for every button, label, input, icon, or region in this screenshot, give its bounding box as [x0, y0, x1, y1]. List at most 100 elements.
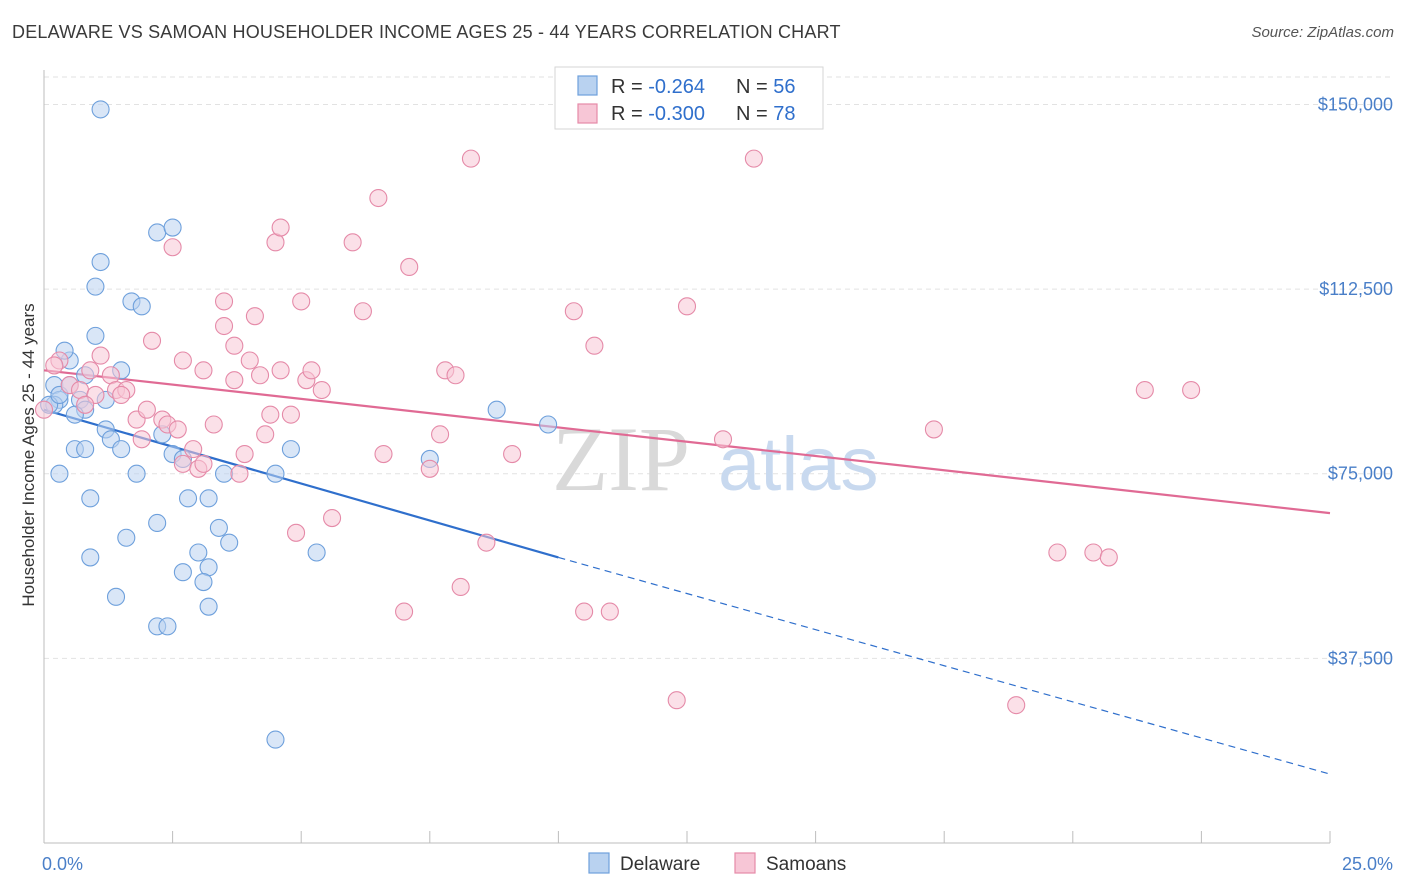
point-samoans-47 — [374, 444, 393, 464]
point-samoans-27 — [225, 371, 244, 390]
point-samoans-23 — [204, 415, 223, 434]
point-samoans-39 — [292, 292, 311, 311]
point-samoans-57 — [503, 444, 522, 464]
point-delaware-32 — [148, 513, 167, 533]
point-samoans-12 — [137, 400, 156, 419]
point-delaware-45 — [266, 464, 285, 483]
point-samoans-4 — [81, 361, 100, 380]
series-legend-swatch-delaware — [588, 852, 610, 874]
point-samoans-16 — [163, 238, 182, 257]
point-samoans-61 — [600, 602, 619, 621]
point-samoans-62 — [667, 691, 686, 710]
point-samoans-38 — [287, 523, 306, 542]
point-delaware-9 — [91, 252, 110, 272]
point-samoans-69 — [1084, 543, 1103, 562]
point-samoans-53 — [446, 366, 465, 385]
point-samoans-44 — [343, 233, 362, 252]
chart-source: Source: ZipAtlas.com — [1251, 24, 1394, 41]
point-samoans-77 — [45, 356, 64, 375]
point-samoans-0 — [34, 400, 54, 419]
point-samoans-21 — [194, 454, 213, 473]
point-samoans-37 — [281, 405, 300, 424]
point-samoans-75 — [112, 385, 131, 405]
svg-text:R = -0.300: R = -0.300 — [611, 103, 705, 125]
legend-r-value-2: -0.300 — [648, 103, 705, 125]
point-samoans-6 — [91, 346, 110, 365]
point-delaware-38 — [173, 563, 192, 582]
svg-text:R = -0.264: R = -0.264 — [611, 76, 705, 98]
y-tick-labels: $37,500 $75,000 $112,500 $150,000 — [1318, 94, 1393, 668]
point-delaware-8 — [132, 297, 151, 316]
legend-n-value-2: 78 — [773, 103, 795, 125]
point-delaware-44 — [158, 617, 177, 636]
legend-swatch-samoans — [577, 103, 598, 124]
legend-swatch-delaware — [577, 75, 598, 96]
x-tick-label-0: 0.0% — [42, 854, 83, 874]
point-delaware-0 — [91, 100, 110, 119]
point-delaware-11 — [163, 218, 182, 237]
legend-r-label-1: R = — [611, 76, 648, 98]
point-delaware-39 — [189, 543, 208, 562]
y-tick-label-0: $37,500 — [1328, 648, 1393, 668]
svg-text:N = 56: N = 56 — [736, 76, 796, 98]
point-samoans-60 — [585, 336, 604, 355]
point-samoans-46 — [369, 188, 388, 208]
point-samoans-58 — [564, 302, 583, 321]
point-samoans-34 — [261, 405, 280, 424]
point-samoans-74 — [168, 420, 187, 439]
point-delaware-29 — [214, 464, 234, 483]
point-delaware-34 — [81, 489, 100, 508]
point-delaware-42 — [199, 597, 218, 616]
point-samoans-18 — [173, 351, 192, 370]
point-delaware-50 — [539, 415, 558, 434]
axes — [43, 70, 1331, 844]
point-samoans-26 — [225, 336, 244, 355]
watermark-zip: ZIP — [552, 408, 690, 510]
point-samoans-22 — [194, 361, 213, 380]
point-delaware-49 — [487, 400, 506, 419]
point-samoans-24 — [214, 292, 234, 311]
point-delaware-6 — [86, 277, 105, 296]
point-samoans-32 — [250, 366, 270, 385]
point-samoans-30 — [240, 351, 259, 370]
point-samoans-54 — [451, 577, 470, 597]
point-samoans-11 — [132, 430, 151, 449]
point-samoans-17 — [173, 454, 192, 473]
point-samoans-67 — [1007, 696, 1026, 715]
trend-extension-delaware — [558, 556, 1331, 775]
point-samoans-31 — [245, 307, 264, 326]
point-delaware-28 — [199, 489, 218, 508]
point-delaware-27 — [178, 489, 198, 508]
chart-title: DELAWARE VS SAMOAN HOUSEHOLDER INCOME AG… — [12, 22, 841, 42]
point-samoans-70 — [1099, 548, 1118, 567]
point-delaware-46 — [281, 440, 300, 459]
series-legend: Delaware Samoans — [588, 852, 846, 875]
point-delaware-12 — [86, 326, 105, 345]
point-samoans-41 — [302, 361, 321, 380]
point-samoans-63 — [677, 297, 697, 316]
point-samoans-56 — [477, 533, 496, 552]
point-delaware-31 — [220, 533, 239, 552]
point-samoans-42 — [312, 380, 331, 400]
point-delaware-22 — [76, 440, 95, 459]
point-samoans-76 — [76, 395, 95, 414]
point-samoans-59 — [575, 602, 594, 621]
watermark-atlas: atlas — [718, 422, 879, 507]
point-delaware-35 — [50, 464, 69, 483]
point-samoans-55 — [461, 149, 481, 168]
legend-r-value-1: -0.264 — [648, 76, 705, 98]
point-samoans-50 — [420, 459, 439, 478]
point-samoans-29 — [235, 444, 254, 464]
series-legend-label-delaware: Delaware — [620, 854, 700, 875]
legend-n-label-1: N = — [736, 76, 773, 98]
point-samoans-73 — [271, 361, 290, 380]
svg-text:N = 78: N = 78 — [736, 103, 796, 125]
point-delaware-23 — [127, 464, 146, 483]
point-samoans-48 — [395, 602, 414, 621]
y-tick-label-3: $150,000 — [1318, 94, 1393, 114]
point-delaware-37 — [106, 587, 126, 606]
point-samoans-43 — [323, 508, 342, 528]
watermark: ZIP atlas — [552, 408, 879, 510]
point-samoans-64 — [713, 430, 733, 449]
point-samoans-66 — [924, 420, 943, 439]
